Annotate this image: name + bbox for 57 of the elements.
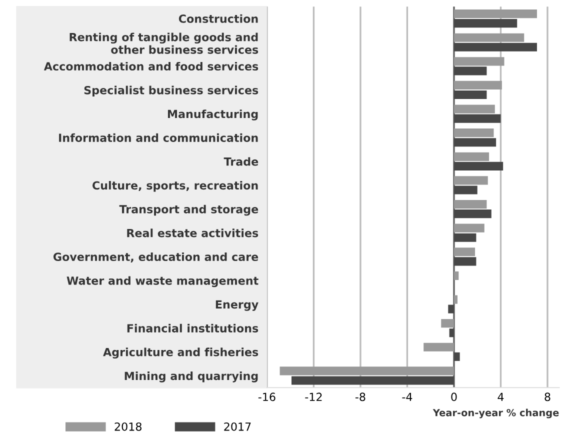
bar [454,66,487,76]
bar [292,376,454,385]
bar [454,200,487,209]
y-tick-label: Renting of tangible goods and other business services [70,32,258,54]
bar [454,224,484,232]
bar [454,57,504,66]
y-tick-label: Manufacturing [168,110,258,120]
y-tick-label: Financial institutions [127,324,258,332]
x-tick-label: -8 [355,392,366,402]
bar [454,128,494,138]
bar [454,257,476,266]
bar [448,304,454,314]
bar [454,114,501,123]
legend-label: 2017 [224,422,251,431]
y-tick-label: Water and waste management [66,276,258,288]
x-tick-label: 8 [544,392,550,402]
bar [454,271,459,280]
y-tick-label: Agriculture and fisheries [103,348,258,359]
x-tick-label: 0 [451,392,457,402]
bar [454,90,487,100]
x-tick-label: -16 [258,392,276,402]
bar [449,328,454,338]
legend-label: 2018 [114,422,142,431]
bar [454,33,524,42]
bar [454,152,490,161]
y-tick-label: Specialist business services [84,86,258,97]
bar [454,10,537,18]
x-axis-title: Year-on-year % change [432,408,559,418]
bar [454,233,476,242]
bar [454,162,504,170]
bar [454,138,496,147]
y-tick-label: Culture, sports, recreation [92,181,258,192]
bar [280,366,454,376]
y-tick-label: Real estate activities [127,228,258,238]
bar [424,342,454,352]
y-tick-label: Information and communication [59,133,258,142]
y-tick-label: Construction [178,14,258,23]
bar [454,104,495,114]
bar [454,19,518,28]
x-tick-label: -12 [305,392,322,401]
bar [454,186,478,194]
x-tick-label: 4 [498,392,504,401]
bar [454,176,488,185]
y-tick-label: Accommodation and food services [44,62,258,71]
y-tick-label: Transport and storage [119,204,258,216]
bar [454,42,537,52]
y-tick-label: Mining and quarrying [124,372,258,382]
bar [454,80,502,90]
y-tick-label: Government, education and care [53,252,258,262]
bar [454,210,492,218]
x-tick-label: -4 [402,392,412,401]
bar [454,352,460,361]
bar [454,248,476,256]
y-tick-label: Energy [216,300,258,311]
bar [441,319,454,328]
y-tick-label: Trade [224,157,258,166]
bar [454,295,458,304]
